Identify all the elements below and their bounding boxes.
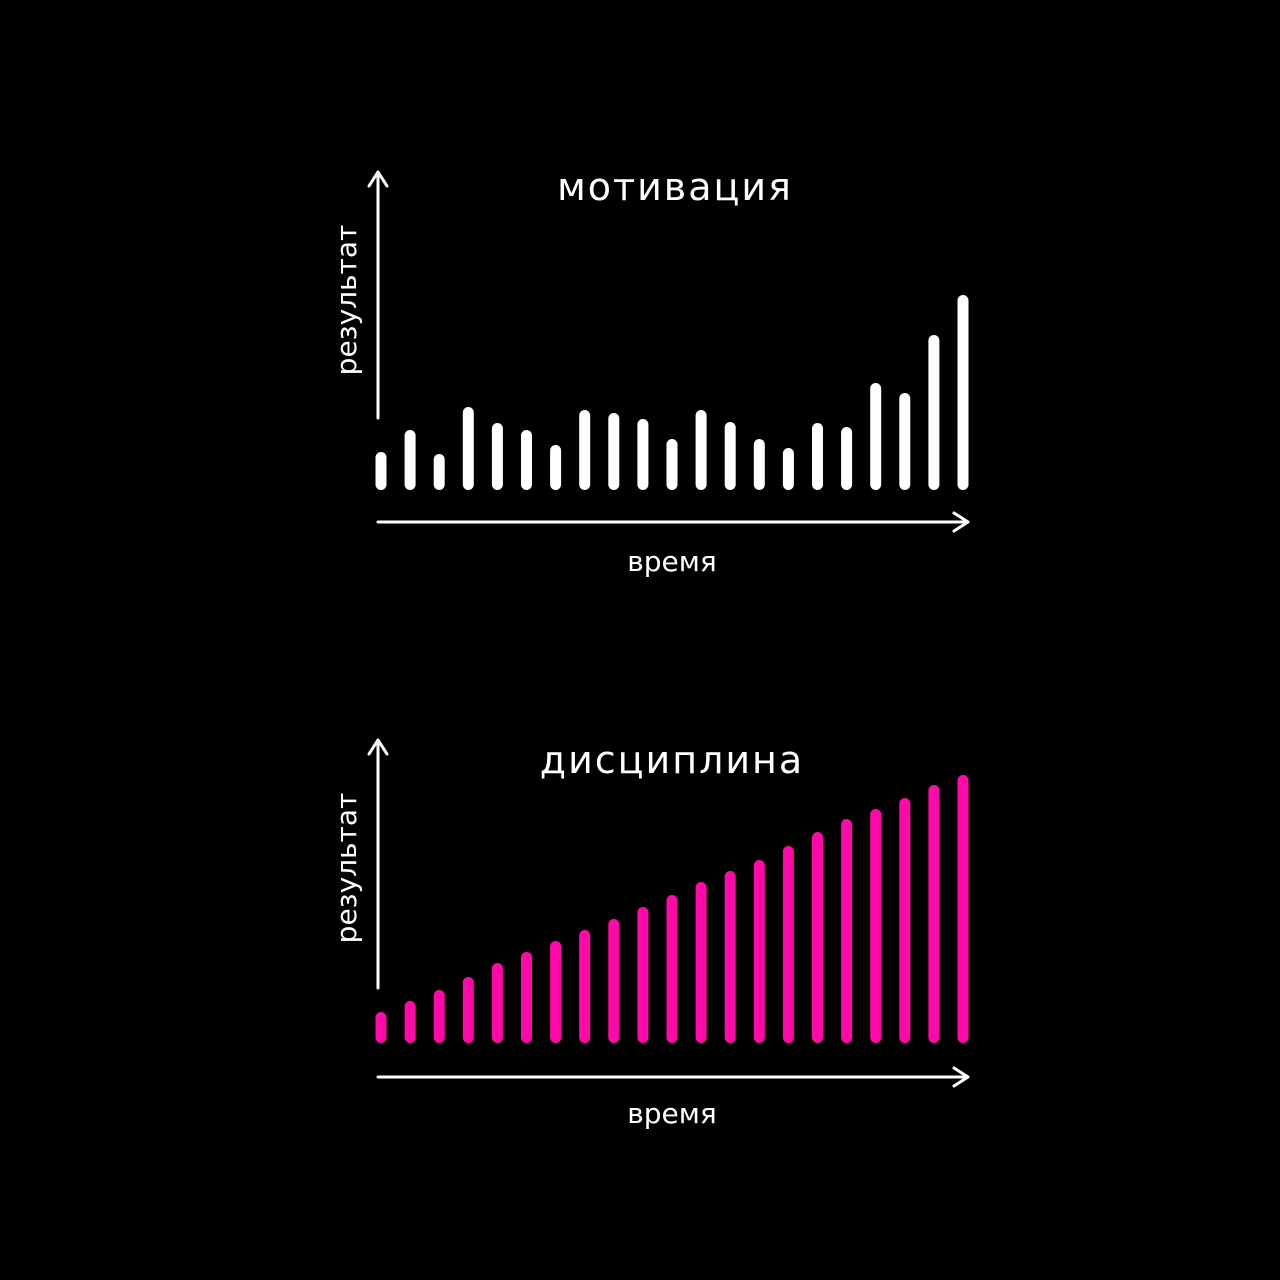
- bar-8: [579, 410, 591, 490]
- bars: [375, 775, 969, 1043]
- bar-20: [928, 785, 940, 1043]
- chart-title: дисциплина: [540, 738, 804, 782]
- bar-17: [841, 819, 853, 1043]
- chart-title: мотивация: [557, 165, 793, 209]
- bar-13: [724, 422, 736, 490]
- bar-2: [404, 1001, 416, 1043]
- bar-9: [608, 413, 620, 490]
- bar-19: [899, 393, 911, 490]
- bar-16: [812, 423, 823, 490]
- bar-18: [870, 383, 882, 490]
- x-axis-label: время: [627, 545, 716, 578]
- x-axis-label: время: [627, 1097, 716, 1130]
- bar-7: [550, 941, 562, 1043]
- bar-11: [666, 439, 678, 490]
- x-axis-arrow: [376, 511, 970, 533]
- bar-19: [899, 798, 911, 1043]
- bar-5: [491, 963, 503, 1043]
- bar-14: [753, 860, 765, 1043]
- bar-21: [957, 295, 969, 490]
- bar-4: [462, 407, 474, 490]
- bar-15: [782, 448, 794, 490]
- bar-6: [521, 430, 532, 490]
- bar-16: [812, 832, 823, 1043]
- bar-15: [782, 846, 794, 1043]
- bar-9: [608, 919, 620, 1043]
- y-axis-arrow: [367, 738, 389, 990]
- bar-20: [928, 335, 940, 490]
- motivation-chart: мотивация время результат: [330, 165, 970, 578]
- bar-5: [491, 423, 503, 490]
- bar-7: [550, 445, 562, 490]
- bar-11: [666, 895, 678, 1043]
- bar-6: [521, 952, 532, 1043]
- bar-3: [433, 990, 445, 1043]
- bar-10: [637, 907, 649, 1043]
- bar-21: [957, 775, 969, 1043]
- bar-17: [841, 427, 853, 490]
- bar-10: [637, 419, 649, 490]
- bar-14: [753, 439, 765, 490]
- bar-18: [870, 809, 882, 1043]
- y-axis-label: результат: [330, 225, 363, 376]
- bar-1: [375, 452, 387, 490]
- bar-13: [724, 871, 736, 1043]
- bar-4: [462, 977, 474, 1043]
- bar-12: [695, 410, 707, 490]
- bar-1: [375, 1012, 387, 1043]
- bar-12: [695, 882, 707, 1043]
- bar-2: [404, 430, 416, 490]
- y-axis-arrow: [367, 170, 389, 420]
- bars: [375, 295, 969, 490]
- bar-8: [579, 930, 591, 1043]
- discipline-chart: дисциплина время результат: [330, 738, 970, 1130]
- y-axis-label: результат: [330, 793, 363, 944]
- bar-3: [433, 454, 445, 490]
- x-axis-arrow: [376, 1066, 970, 1088]
